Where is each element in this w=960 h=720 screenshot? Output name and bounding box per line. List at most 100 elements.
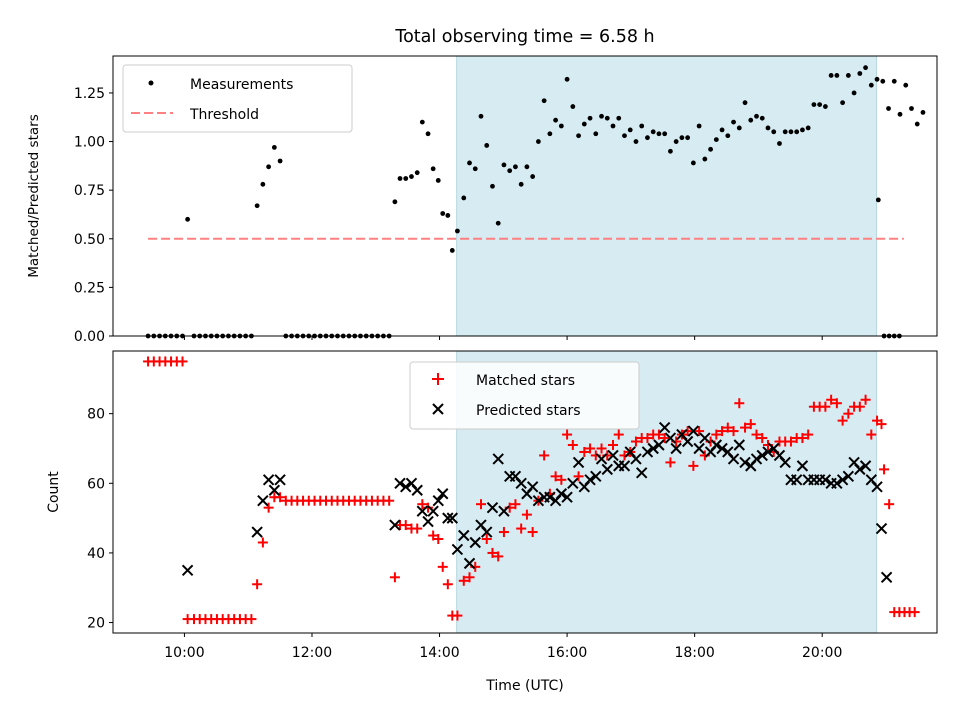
matched-star-point <box>608 440 619 450</box>
predicted-star-d2 <box>584 474 596 486</box>
predicted-star-point <box>836 474 849 486</box>
bottom-legend-box <box>409 361 640 430</box>
predicted-star-point <box>498 505 510 517</box>
measurement-point <box>914 121 920 127</box>
measurement-point <box>690 160 696 166</box>
predicted-star-d2 <box>463 557 476 570</box>
matched-star-point <box>751 429 762 440</box>
measurement-point <box>495 220 501 226</box>
predicted-star-point <box>262 474 275 486</box>
measurement-point <box>909 106 914 111</box>
predicted-star-d2 <box>676 428 688 441</box>
legend-marker-measurements <box>148 80 154 86</box>
predicted-star-d2 <box>727 453 740 465</box>
matched-star-point <box>826 394 837 405</box>
observing-window-shade <box>456 55 877 337</box>
predicted-star-d2 <box>567 477 579 490</box>
measurement-point <box>874 76 880 82</box>
matched-star-point <box>521 509 532 520</box>
predicted-star-d2 <box>492 453 504 465</box>
predicted-star-point <box>618 460 631 472</box>
predicted-star-d2 <box>790 474 803 486</box>
y-tick-label: 1.00 <box>74 135 105 151</box>
predicted-star-d2 <box>486 501 499 514</box>
predicted-star-d2 <box>572 456 585 469</box>
predicted-star-point <box>842 470 855 483</box>
measurement-point <box>731 119 736 125</box>
matched-star-point <box>866 429 877 440</box>
top-axes-frame <box>112 55 938 337</box>
predicted-star-point <box>561 491 573 503</box>
predicted-star-d2 <box>762 446 774 458</box>
predicted-star-d2 <box>880 571 893 584</box>
matched-star-point <box>653 429 664 440</box>
predicted-star-point <box>733 439 745 451</box>
matched-star-point <box>573 471 584 482</box>
matched-star-point <box>487 547 498 558</box>
predicted-star-d2 <box>624 446 636 458</box>
x-tick-label: 20:00 <box>802 645 842 661</box>
measurement-point <box>817 102 823 108</box>
predicted-star-point <box>641 446 654 458</box>
predicted-star-point <box>699 432 711 444</box>
matched-star-point <box>688 460 699 471</box>
predicted-star-d2 <box>733 439 745 451</box>
measurement-point <box>260 181 266 187</box>
bottom-axes-frame <box>112 350 938 634</box>
matched-star-point <box>579 446 590 457</box>
measurement-point <box>484 143 490 148</box>
predicted-star-point <box>481 526 493 538</box>
matched-star-point <box>464 572 475 583</box>
matched-star-point <box>539 450 550 461</box>
matched-star-point <box>400 520 411 531</box>
measurement-point <box>668 148 673 154</box>
measurement-point <box>851 90 857 96</box>
measurement-point <box>759 115 765 121</box>
predicted-star-point <box>658 421 671 434</box>
measurement-points <box>145 65 926 339</box>
predicted-star-d2 <box>687 425 700 437</box>
predicted-star-d2 <box>268 484 281 496</box>
predicted-star-point <box>630 453 642 465</box>
y-tick-label: 0.25 <box>74 280 105 296</box>
matched-star-point <box>884 499 895 510</box>
predicted-star-d2 <box>427 505 439 517</box>
measurement-point <box>271 144 277 150</box>
measurement-point <box>576 133 581 139</box>
predicted-star-d2 <box>481 526 493 538</box>
matched-star-point <box>493 551 504 562</box>
matched-star-point <box>876 419 887 430</box>
measurement-point <box>645 135 650 141</box>
matched-star-point <box>717 426 728 437</box>
matched-star-point <box>659 433 670 444</box>
matched-star-point <box>613 429 624 440</box>
matched-star-point <box>428 530 439 541</box>
measurement-point <box>702 156 708 162</box>
matched-star-point <box>510 499 521 510</box>
measurement-point <box>266 164 272 170</box>
measurement-point <box>828 73 834 78</box>
top-y-axis-label: Matched/Predicted stars <box>26 114 42 277</box>
predicted-star-d2 <box>509 470 522 483</box>
measurement-point <box>788 129 794 135</box>
predicted-star-point <box>831 477 843 490</box>
predicted-star-point <box>181 564 194 577</box>
measurement-point <box>840 100 846 106</box>
y-tick-label: 20 <box>87 616 105 632</box>
measurement-point <box>713 137 719 143</box>
predicted-star-point <box>590 470 602 483</box>
measurement-point <box>518 181 524 187</box>
predicted-star-d2 <box>865 474 878 486</box>
measurement-point <box>845 73 851 78</box>
predicted-star-point <box>411 484 423 496</box>
matched-star-point <box>458 575 469 586</box>
legend-label-measurements: Measurements <box>190 77 293 93</box>
measurement-point <box>920 109 926 115</box>
measurement-point <box>570 104 576 109</box>
predicted-star-point <box>687 425 700 437</box>
predicted-star-d2 <box>394 477 406 490</box>
measurement-point <box>863 65 868 71</box>
measurement-point <box>513 164 518 170</box>
predicted-star-point <box>670 442 682 455</box>
